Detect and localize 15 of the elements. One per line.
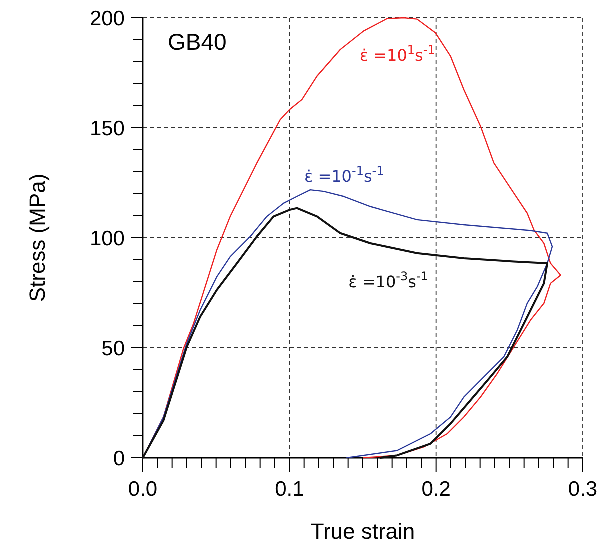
x-tick-label: 0.2 — [422, 478, 451, 501]
y-tick-label: 50 — [102, 337, 125, 360]
y-tick-label: 0 — [113, 447, 125, 470]
y-tick-label: 150 — [90, 117, 125, 140]
y-tick-label: 200 — [90, 7, 125, 30]
x-tick-label: 0.0 — [128, 478, 158, 501]
text: GB40 — [168, 29, 227, 55]
series-label: ε̇ =10$^{-3}$s$^{-1}$ — [348, 270, 428, 292]
series-label: ε̇ =10$^{1}$s$^{-1}$ — [360, 43, 436, 66]
x-tick-label: 0.1 — [275, 478, 304, 501]
y-axis-title: Stress (MPa) — [25, 174, 50, 302]
x-axis-title: True strain — [310, 519, 416, 544]
series-label: ε̇ =10$^{-1}$s$^{-1}$ — [304, 164, 384, 186]
y-tick-label: 100 — [90, 227, 125, 250]
x-tick-label: 0.3 — [568, 478, 598, 501]
